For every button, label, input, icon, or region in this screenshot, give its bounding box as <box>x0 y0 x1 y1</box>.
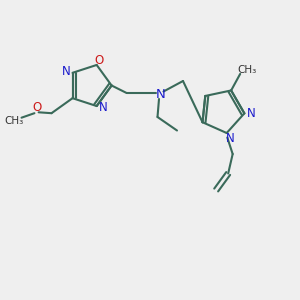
Text: N: N <box>61 65 70 78</box>
Text: CH₃: CH₃ <box>237 65 256 75</box>
Text: N: N <box>247 107 255 120</box>
Text: N: N <box>99 101 108 114</box>
Text: N: N <box>226 132 235 145</box>
Text: N: N <box>156 88 165 101</box>
Text: O: O <box>32 101 41 114</box>
Text: O: O <box>94 54 104 67</box>
Text: CH₃: CH₃ <box>4 116 24 126</box>
